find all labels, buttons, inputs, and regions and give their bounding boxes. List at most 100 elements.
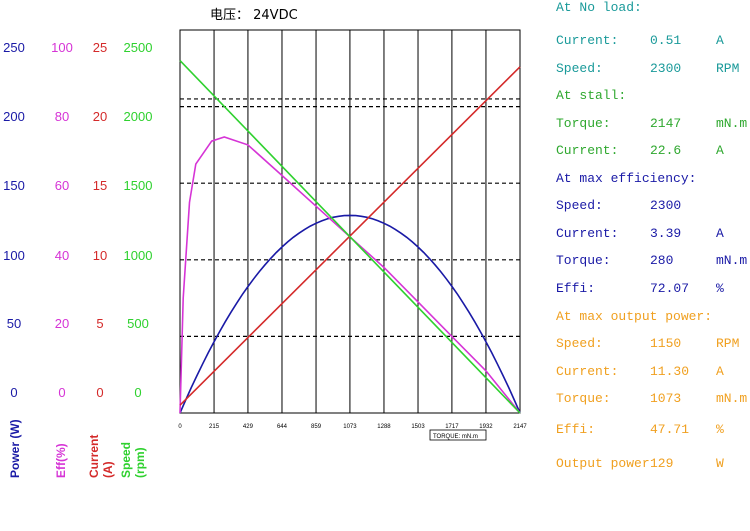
eff-tick-label: 20 bbox=[55, 316, 69, 331]
no-load-speed-unit: RPM bbox=[716, 61, 740, 76]
max-eff-effi-value: 72.07 bbox=[650, 281, 690, 296]
speed-tick-label: 2000 bbox=[124, 109, 153, 124]
eff-tick-label: 80 bbox=[55, 109, 69, 124]
max-out-output-power-value: 129 bbox=[650, 456, 674, 471]
no-load-speed-value: 2300 bbox=[650, 61, 682, 76]
speed-tick-label: 1000 bbox=[124, 248, 153, 263]
max-out-effi-label: Effi: bbox=[556, 422, 596, 437]
x-tick-label: 644 bbox=[277, 424, 288, 430]
max-out-current-row: Current: 11.30 A bbox=[556, 364, 724, 439]
no-load-current-value: 0.51 bbox=[650, 33, 682, 48]
power-tick-label: 50 bbox=[7, 316, 21, 331]
max-eff-current-value: 3.39 bbox=[650, 226, 682, 241]
max-eff-speed-value: 2300 bbox=[650, 198, 682, 213]
x-tick-label: 1073 bbox=[343, 424, 357, 430]
max-eff-current-unit: A bbox=[716, 226, 724, 241]
max-out-speed-unit: RPM bbox=[716, 336, 740, 351]
grid bbox=[180, 30, 520, 413]
no-load-speed-label: Speed: bbox=[556, 61, 603, 76]
max-eff-torque-label: Torque: bbox=[556, 253, 611, 268]
eff-tick-label: 100 bbox=[51, 40, 73, 55]
stall-torque-unit: mN.m bbox=[716, 116, 748, 131]
max-out-current-label: Current: bbox=[556, 364, 619, 379]
power-tick-label: 150 bbox=[3, 178, 25, 193]
no-load-current-unit: A bbox=[716, 33, 724, 48]
stall-heading-text: At stall: bbox=[556, 88, 627, 103]
x-tick-label: 0 bbox=[178, 424, 182, 430]
eff-tick-label: 0 bbox=[58, 385, 65, 400]
x-tick-label: 1717 bbox=[445, 424, 459, 430]
max-eff-current-row: Current: 3.39 A bbox=[556, 226, 724, 301]
x-axis: 0 215 429 644 859 1073 1288 1503 1717 1932 2147 bbox=[178, 424, 527, 430]
max-eff-effi-unit: % bbox=[716, 281, 724, 296]
max-eff-effi-label: Effi: bbox=[556, 281, 596, 296]
max-out-torque-label: Torque: bbox=[556, 391, 611, 406]
current-tick-label: 20 bbox=[93, 109, 107, 124]
power-tick-label: 250 bbox=[3, 40, 25, 55]
max-eff-heading-text: At max efficiency: bbox=[556, 171, 697, 186]
current-tick-label: 25 bbox=[93, 40, 107, 55]
power-tick-label: 200 bbox=[3, 109, 25, 124]
y-axes: 0501001502002500204060801000510152025050… bbox=[3, 40, 152, 478]
x-axis-label: TORQUE: mN.m bbox=[433, 434, 478, 440]
stall-current-unit: A bbox=[716, 143, 724, 158]
stall-current-label: Current: bbox=[556, 143, 619, 158]
stall-torque-row: Torque: 2147 mN.m bbox=[556, 116, 747, 191]
max-eff-torque-unit: mN.m bbox=[716, 253, 748, 268]
max-out-torque-row: Torque: 1073 mN.m bbox=[556, 391, 747, 466]
max-out-effi-row: Effi: 47.71 % bbox=[556, 422, 724, 497]
max-out-speed-value: 1150 bbox=[650, 336, 682, 351]
x-tick-label: 1288 bbox=[377, 424, 391, 430]
motor-performance-chart: 电压： 24VDC 0 215 429 644 859 1073 1288 1503 1717 1… bbox=[3, 8, 527, 478]
current-axis-title: (A) bbox=[101, 461, 115, 478]
max-eff-effi-row: Effi: 72.07 % bbox=[556, 281, 724, 356]
speed-tick-label: 2500 bbox=[124, 40, 153, 55]
speed-axis-title: (rpm) bbox=[133, 447, 147, 478]
power-tick-label: 100 bbox=[3, 248, 25, 263]
stall-current-value: 22.6 bbox=[650, 143, 682, 158]
x-tick-label: 1503 bbox=[411, 424, 425, 430]
max-eff-torque-value: 280 bbox=[650, 253, 674, 268]
max-out-output-power-row: Output power 129 W bbox=[556, 456, 724, 531]
stall-torque-value: 2147 bbox=[650, 116, 682, 131]
speed-axis-title: Speed bbox=[119, 442, 133, 478]
eff-axis-title: Eff(%) bbox=[54, 443, 68, 478]
eff-tick-label: 40 bbox=[55, 248, 69, 263]
power-tick-label: 0 bbox=[10, 385, 17, 400]
x-tick-label: 1932 bbox=[479, 424, 493, 430]
max-out-torque-unit: mN.m bbox=[716, 391, 748, 406]
series-line-eff bbox=[179, 136, 521, 414]
series-line-speed bbox=[179, 60, 521, 414]
eff-tick-label: 60 bbox=[55, 178, 69, 193]
max-out-effi-unit: % bbox=[716, 422, 724, 437]
power-axis-title: Power (W) bbox=[8, 419, 22, 478]
series-layer bbox=[179, 60, 521, 414]
x-tick-label: 859 bbox=[311, 424, 322, 430]
current-tick-label: 5 bbox=[96, 316, 103, 331]
no-load-current-label: Current: bbox=[556, 33, 619, 48]
max-eff-speed-row: Speed: 2300 bbox=[556, 198, 681, 273]
max-eff-current-label: Current: bbox=[556, 226, 619, 241]
max-out-torque-value: 1073 bbox=[650, 391, 682, 406]
x-tick-label: 2147 bbox=[513, 424, 527, 430]
chart-title: 电压： 24VDC bbox=[210, 8, 298, 23]
speed-tick-label: 500 bbox=[127, 316, 149, 331]
no-load-current-row: Current: 0.51 A bbox=[556, 33, 724, 108]
x-axis-label-box: TORQUE: mN.m bbox=[429, 429, 487, 441]
max-out-effi-value: 47.71 bbox=[650, 422, 690, 437]
max-out-current-value: 11.30 bbox=[650, 364, 690, 379]
no-load-heading-text: At No load: bbox=[556, 0, 642, 15]
max-out-output-power-label: Output power bbox=[556, 456, 650, 471]
max-out-heading-text: At max output power: bbox=[556, 309, 713, 324]
speed-tick-label: 1500 bbox=[124, 178, 153, 193]
series-line-power bbox=[179, 214, 521, 414]
max-out-current-unit: A bbox=[716, 364, 724, 379]
stall-torque-label: Torque: bbox=[556, 116, 611, 131]
stall-current-row: Current: 22.6 A bbox=[556, 143, 724, 218]
current-tick-label: 15 bbox=[93, 178, 107, 193]
max-eff-torque-row: Torque: 280 mN.m bbox=[556, 253, 747, 328]
max-eff-speed-label: Speed: bbox=[556, 198, 603, 213]
speed-tick-label: 0 bbox=[134, 385, 141, 400]
motor-spec-panel: At No load: Current: 0.51 A Speed: 2300 … bbox=[556, 0, 750, 479]
max-out-output-power-unit: W bbox=[716, 456, 724, 471]
